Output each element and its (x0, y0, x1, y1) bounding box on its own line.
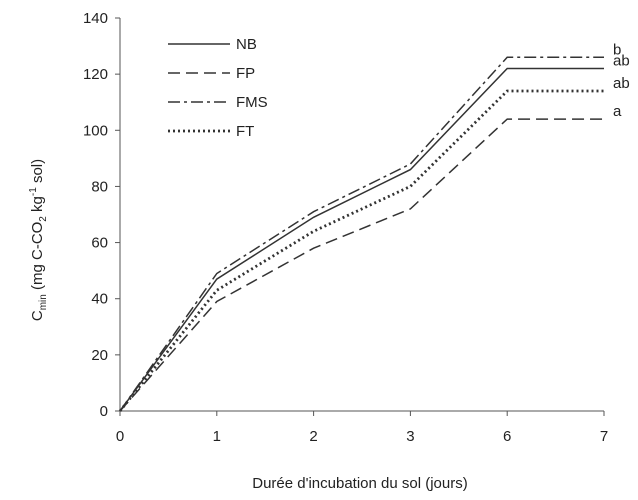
legend-label-fp: FP (236, 65, 255, 82)
series-line-fms (119, 56, 604, 412)
y-axis-title-pre: (mg C-CO (29, 222, 46, 295)
y-tick-label: 140 (83, 10, 108, 27)
x-axis-title: Durée d'incubation du sol (jours) (252, 475, 467, 492)
legend-label-ft: FT (236, 123, 254, 140)
series-line-fp (119, 118, 604, 412)
x-tick-label: 2 (309, 428, 317, 445)
significance-label-nb: ab (613, 53, 630, 70)
y-tick-label: 20 (91, 347, 108, 364)
y-axis-title-post: sol) (29, 159, 46, 187)
series-line-nb (119, 67, 604, 412)
x-tick-label: 1 (213, 428, 221, 445)
significance-label-fms: b (613, 41, 621, 58)
y-axis-title-co2-sub: 2 (38, 216, 49, 222)
y-tick-label: 60 (91, 235, 108, 252)
x-tick-label: 6 (503, 428, 511, 445)
y-axis-title-mid: kg (29, 196, 46, 216)
y-tick-label: 120 (83, 66, 108, 83)
y-axis-title-main: C (29, 310, 46, 321)
x-tick-label: 0 (116, 428, 124, 445)
y-tick-label: 40 (91, 291, 108, 308)
y-tick-label: 80 (91, 178, 108, 195)
y-axis-title: Cmin (mg C-CO2 kg-1 sol) (28, 159, 49, 321)
legend-label-nb: NB (236, 36, 257, 53)
axes: 0 20 40 60 80 100 120 140 0 1 2 3 6 7 (83, 10, 608, 445)
significance-label-ft: ab (613, 75, 630, 92)
y-axis-title-sup: -1 (28, 187, 39, 196)
x-tick-label: 3 (406, 428, 414, 445)
series-lines (118, 56, 604, 412)
series-line-ft (118, 89, 604, 412)
legend: NB FP FMS FT (168, 36, 268, 140)
y-tick-label: 0 (100, 403, 108, 420)
significance-label-fp: a (613, 103, 622, 120)
legend-label-fms: FMS (236, 94, 268, 111)
y-tick-label: 100 (83, 122, 108, 139)
y-axis-title-main-sub: min (38, 294, 49, 310)
x-tick-label: 7 (600, 428, 608, 445)
